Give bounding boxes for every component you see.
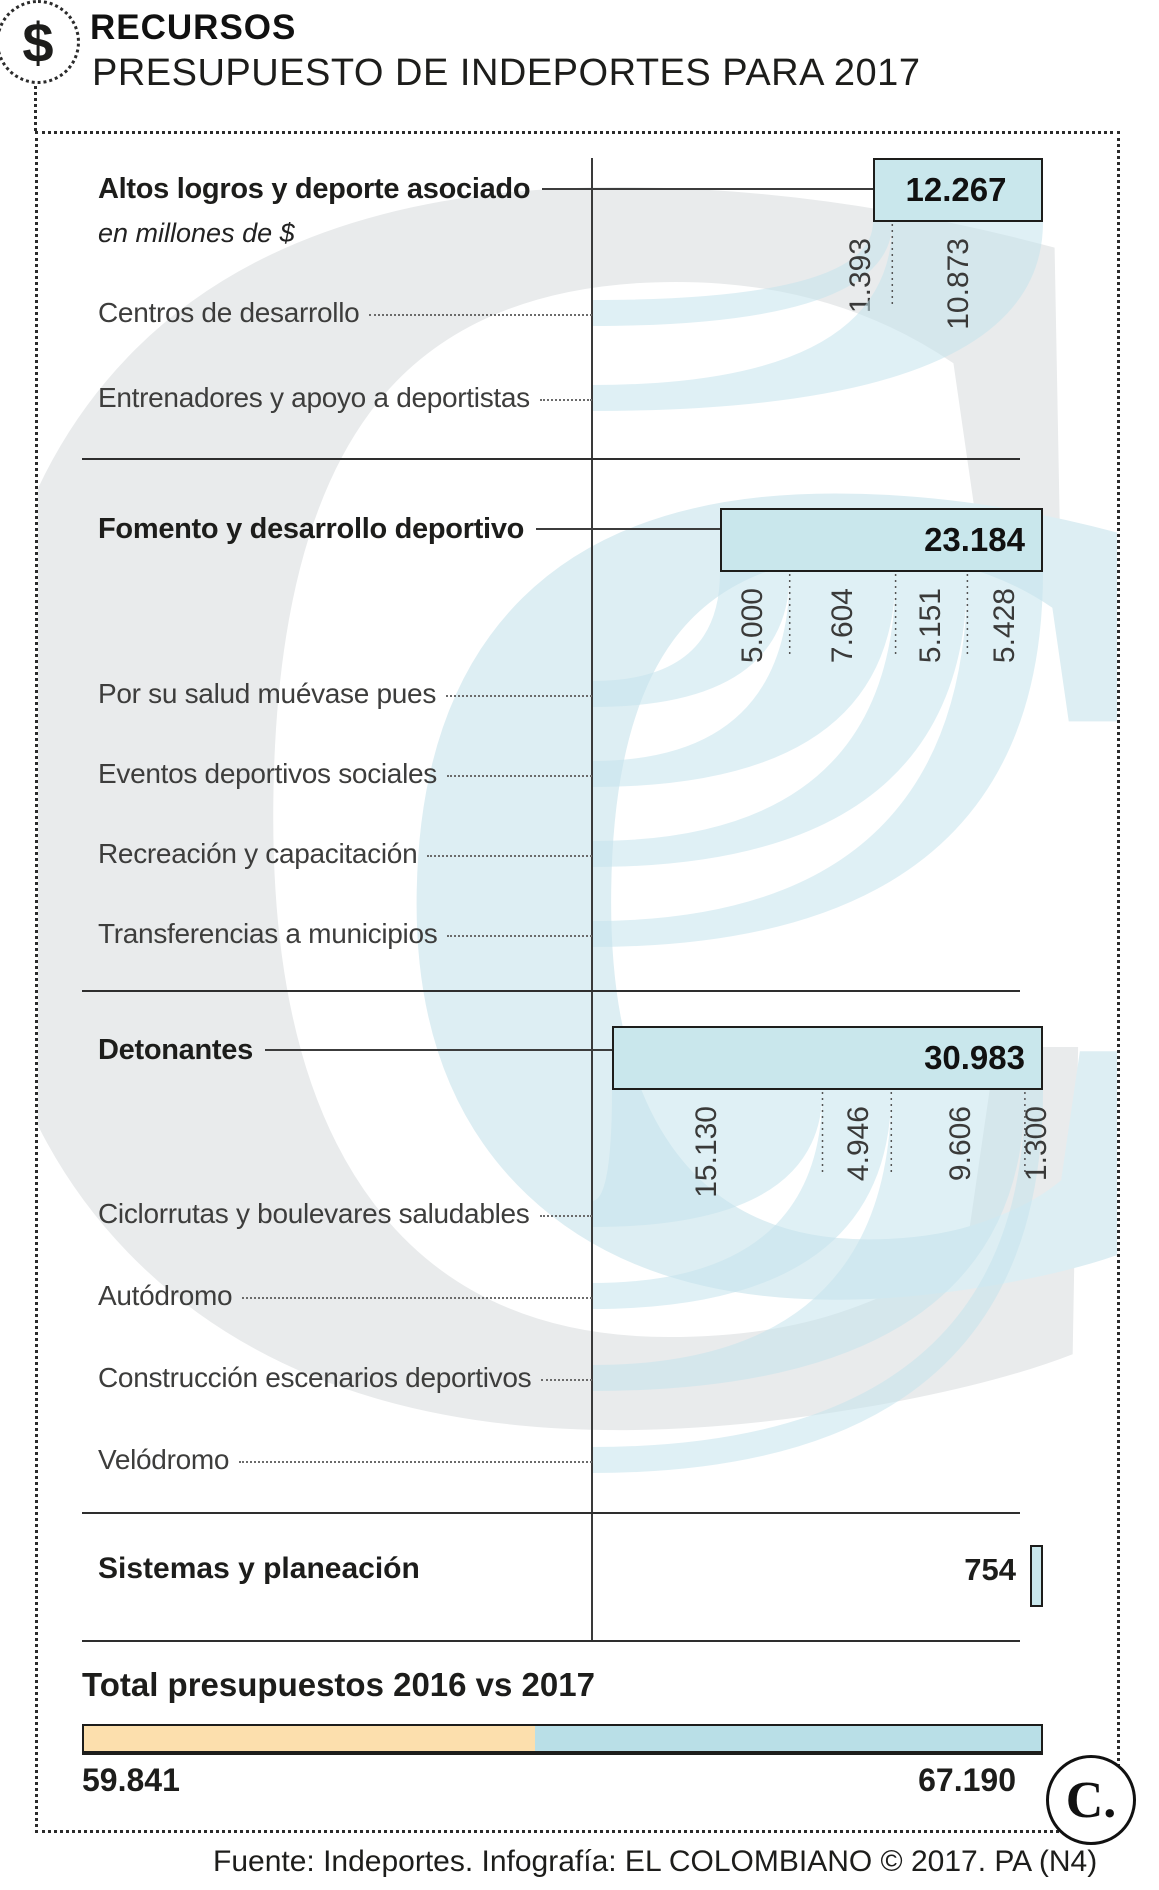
- dollar-glyph: $: [22, 10, 54, 74]
- comparison-bar: [82, 1724, 1043, 1755]
- pointer-line: [536, 528, 720, 530]
- sistemas-value: 754: [964, 1552, 1016, 1587]
- section-divider: [82, 990, 1020, 992]
- category-row: Transferencias a municipios: [98, 914, 592, 954]
- source-credit: Fuente: Indeportes. Infografía: EL COLOM…: [213, 1845, 1098, 1878]
- section-divider: [82, 1512, 1020, 1514]
- pointer-line: [264, 1049, 612, 1051]
- category-row: Construcción escenarios deportivos: [98, 1358, 592, 1398]
- total-box-altos-logros: 12.267: [873, 158, 1043, 222]
- section-divider: [82, 1640, 1020, 1642]
- page-title: PRESUPUESTO DE INDEPORTES PARA 2017: [92, 52, 921, 94]
- section-header-detonantes: Detonantes: [98, 1029, 612, 1071]
- dotted-leader: [447, 935, 592, 937]
- value-2017: 67.190: [918, 1762, 1016, 1798]
- category-label: Centros de desarrollo: [98, 297, 360, 328]
- bar-segment-2016: [84, 1726, 535, 1751]
- el-colombiano-logo: C.: [1046, 1755, 1136, 1845]
- section-title: Fomento y desarrollo deportivo: [98, 512, 525, 545]
- section-title: Detonantes: [98, 1033, 253, 1066]
- total-box-fomento: 23.184: [720, 508, 1043, 572]
- logo-text: C.: [1065, 1771, 1117, 1829]
- category-label: Transferencias a municipios: [98, 918, 438, 949]
- category-row: Velódromo: [98, 1440, 592, 1480]
- value-2016: 59.841: [82, 1762, 180, 1798]
- section-kicker: RECURSOS: [90, 8, 297, 47]
- section-title: Altos logros y deporte asociado: [98, 172, 531, 205]
- dotted-leader: [539, 1215, 592, 1217]
- bar-segment-2017: [534, 1726, 1041, 1751]
- category-label: Ciclorrutas y boulevares saludables: [98, 1198, 530, 1229]
- badge-stem-line: [34, 79, 37, 131]
- category-label: Por su salud muévase pues: [98, 678, 437, 709]
- sistemas-mini-bar: [1030, 1545, 1043, 1607]
- category-label: Velódromo: [98, 1444, 230, 1475]
- dotted-leader: [239, 1461, 592, 1463]
- section-header-altos-logros: Altos logros y deporte asociado: [98, 168, 873, 210]
- category-row: Autódromo: [98, 1276, 592, 1316]
- dotted-leader: [446, 775, 592, 777]
- category-row: Ciclorrutas y boulevares saludables: [98, 1194, 592, 1234]
- total-value: 30.983: [924, 1039, 1025, 1076]
- dollar-icon: $: [0, 0, 80, 84]
- unit-note: en millones de $: [98, 218, 295, 248]
- dotted-leader: [446, 695, 592, 697]
- category-label: Autódromo: [98, 1280, 233, 1311]
- dotted-leader: [541, 1379, 592, 1381]
- dotted-leader: [242, 1297, 592, 1299]
- total-value: 23.184: [924, 521, 1025, 558]
- section-header-fomento: Fomento y desarrollo deportivo: [98, 508, 720, 550]
- category-label: Recreación y capacitación: [98, 838, 418, 869]
- dotted-leader: [539, 399, 592, 401]
- category-row: Centros de desarrollo: [98, 293, 592, 333]
- category-row: Recreación y capacitación: [98, 834, 592, 874]
- category-row: Eventos deportivos sociales: [98, 754, 592, 794]
- total-value: 12.267: [905, 171, 1007, 208]
- section-divider: [82, 458, 1020, 460]
- dotted-leader: [369, 314, 592, 316]
- sistemas-label: Sistemas y planeación: [98, 1552, 420, 1585]
- category-row: Por su salud muévase pues: [98, 674, 592, 714]
- category-label: Eventos deportivos sociales: [98, 758, 437, 789]
- category-label: Construcción escenarios deportivos: [98, 1362, 532, 1393]
- category-label: Entrenadores y apoyo a deportistas: [98, 382, 530, 413]
- pointer-line: [542, 188, 873, 190]
- comparison-title: Total presupuestos 2016 vs 2017: [82, 1666, 595, 1703]
- dotted-leader: [427, 855, 592, 857]
- total-box-detonantes: 30.983: [612, 1026, 1043, 1090]
- category-row: Entrenadores y apoyo a deportistas: [98, 378, 592, 418]
